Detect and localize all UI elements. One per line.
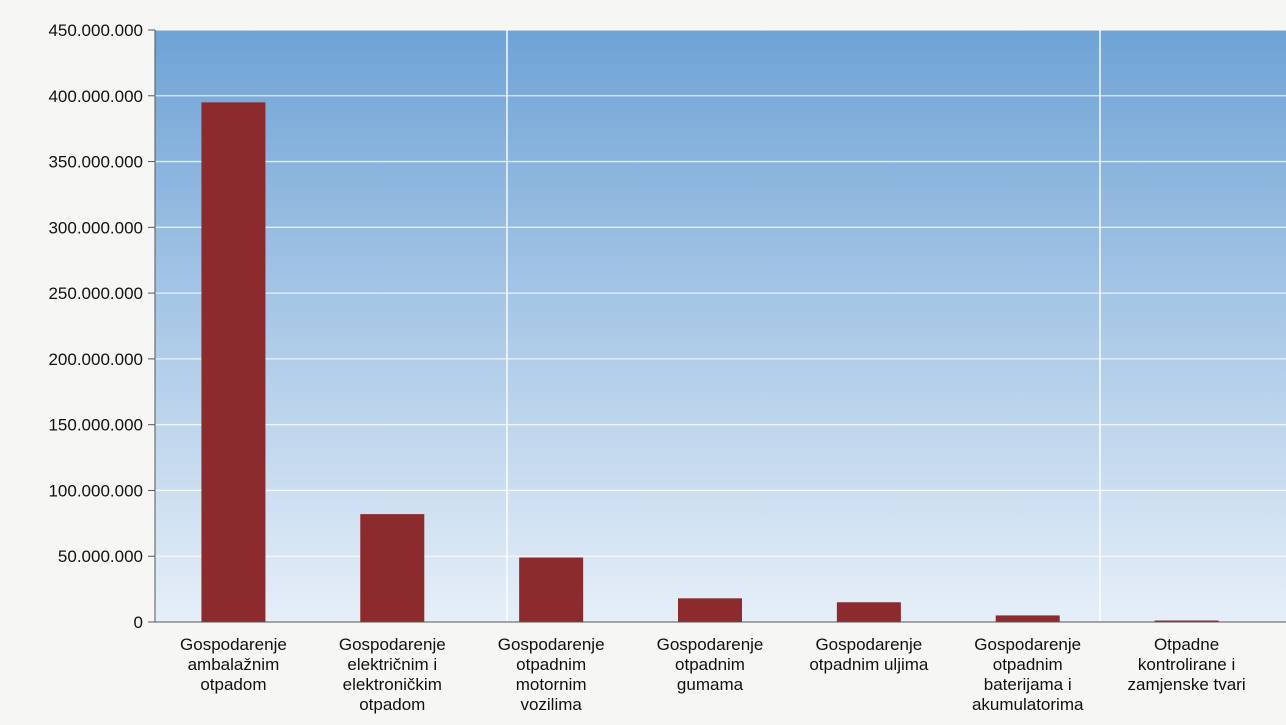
x-category-label: Gospodarenje otpadnim motornim vozilima [498, 635, 605, 714]
x-category-label: Gospodarenje otpadnim gumama [657, 635, 764, 694]
y-tick-label: 200.000.000 [48, 350, 143, 369]
y-tick-label: 300.000.000 [48, 218, 143, 237]
bar [678, 598, 742, 622]
x-category-label: Gospodarenje otpadnim baterijama i akumulat… [972, 635, 1084, 714]
y-tick-label: 100.000.000 [48, 481, 143, 500]
gridlines [155, 29, 1286, 557]
y-tick-label: 450.000.000 [48, 21, 143, 40]
y-tick-label: 350.000.000 [48, 153, 143, 172]
vertical-separators [506, 30, 1101, 622]
x-axis-categories: Gospodarenje ambalažnim otpadom Gospodarenj… [180, 635, 1246, 714]
bar [1154, 620, 1219, 622]
x-category-label: Gospodarenje ambalažnim otpadom [180, 635, 287, 694]
x-category-label: Gospodarenje otpadnim uljima [809, 635, 929, 674]
bar [519, 557, 584, 622]
bar [836, 602, 901, 622]
y-tick-label: 400.000.000 [48, 87, 143, 106]
plot-area [155, 30, 1286, 622]
y-axis-ticks: 0 50.000.000 100.000.000 150.000.000 200.000… [48, 21, 155, 632]
bars [201, 102, 1219, 623]
x-category-label: Otpadne kontrolirane i zamjenske tvari [1128, 635, 1246, 694]
y-tick-label: 50.000.000 [58, 547, 143, 566]
bar [360, 514, 425, 622]
bar [201, 102, 266, 623]
bar [995, 615, 1060, 622]
y-tick-label: 150.000.000 [48, 416, 143, 435]
y-tick-label: 250.000.000 [48, 284, 143, 303]
x-category-label: Gospodarenje električnim i elektroničkim ot… [339, 635, 446, 714]
y-tick-label: 0 [134, 613, 143, 632]
